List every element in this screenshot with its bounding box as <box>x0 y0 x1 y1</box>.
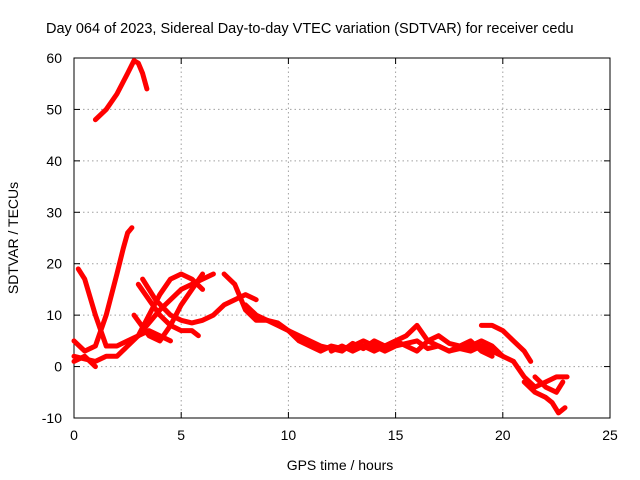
y-tick-label: 20 <box>46 256 62 272</box>
y-tick-label: 60 <box>46 50 62 66</box>
series-line-sat-b <box>75 266 216 349</box>
x-tick-label: 10 <box>281 427 297 443</box>
x-axis-label: GPS time / hours <box>287 457 394 473</box>
y-tick-label: 10 <box>46 307 62 323</box>
series-line-sat-g <box>135 281 201 339</box>
series-line-sat-k <box>328 338 495 359</box>
chart-title: Day 064 of 2023, Sidereal Day-to-day VTE… <box>46 21 574 37</box>
x-tick-label: 20 <box>495 427 511 443</box>
series-group <box>71 58 570 416</box>
y-tick-label: 50 <box>46 101 62 117</box>
x-tick-label: 25 <box>602 427 618 443</box>
series-line-sat-a <box>71 225 135 354</box>
y-axis-label: SDTVAR / TECUs <box>5 182 21 294</box>
y-tick-label: 40 <box>46 153 62 169</box>
plot-frame <box>73 57 611 419</box>
series-line-sat-l <box>478 322 534 364</box>
x-tick-label: 0 <box>70 427 78 443</box>
x-tick-label: 15 <box>388 427 404 443</box>
series-line-sat-d <box>71 353 98 370</box>
x-tick-label: 5 <box>177 427 185 443</box>
series-line-sat-high-arc <box>92 58 150 123</box>
grid <box>74 58 610 418</box>
series-line-sat-h <box>135 328 173 344</box>
series-line-sat-n <box>521 379 568 416</box>
axis-ticks: 0 5 10 15 20 25 -10 0 10 20 30 40 50 60 <box>42 50 618 443</box>
series-line-sat-o <box>532 374 566 395</box>
y-tick-label: 30 <box>46 204 62 220</box>
y-tick-label: -10 <box>42 410 62 426</box>
y-tick-label: 0 <box>54 359 62 375</box>
series-line-sat-j <box>243 302 516 364</box>
